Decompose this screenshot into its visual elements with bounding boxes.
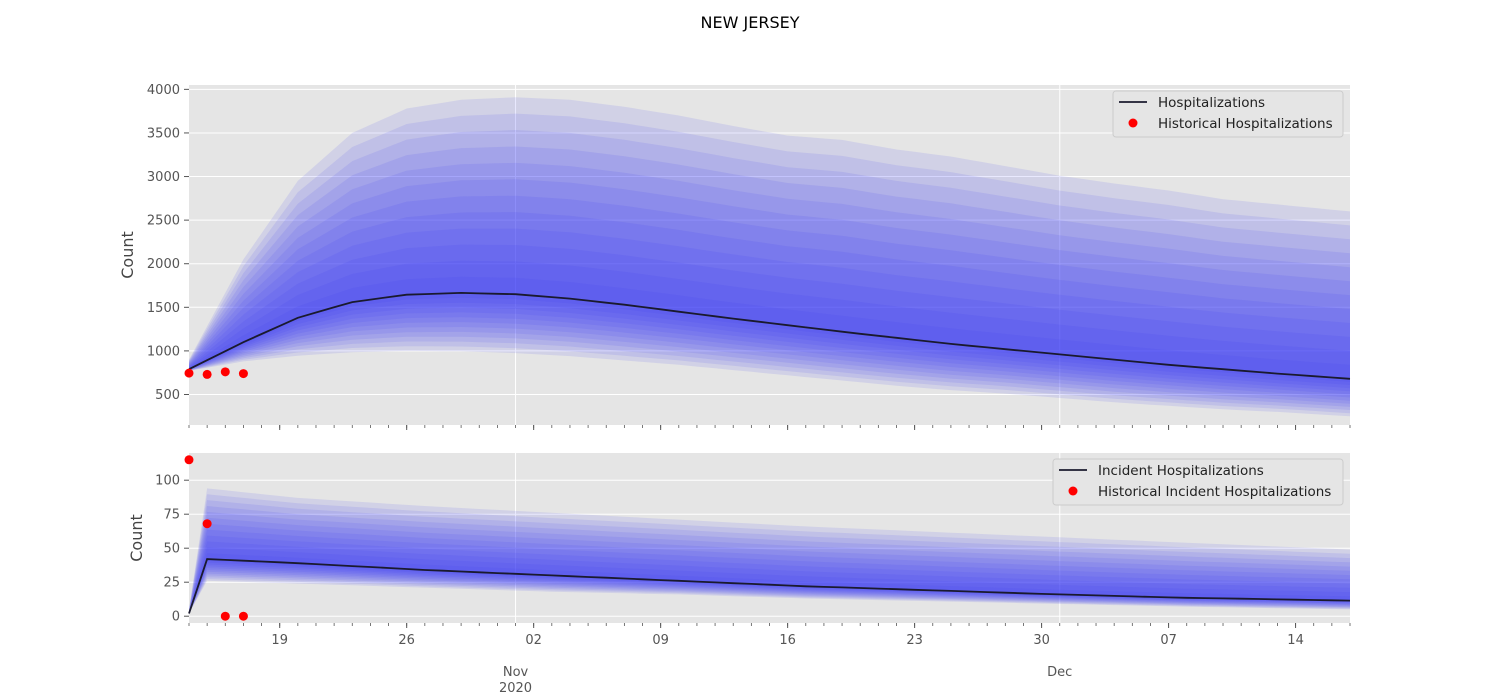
median-line [188, 558, 1351, 614]
uncertainty-band [189, 494, 1350, 614]
uncertainty-band [189, 130, 1350, 410]
y-tick-label: 3000 [147, 170, 180, 185]
historical-point [184, 455, 194, 465]
legend-entry-median: Hospitalizations [1158, 95, 1265, 111]
x-month-label: Dec [1047, 665, 1072, 680]
y-tick-label: 500 [155, 388, 180, 403]
uncertainty-band [189, 541, 1350, 614]
uncertainty-band [189, 511, 1350, 614]
y-tick-label: 4000 [147, 83, 180, 98]
historical-point [238, 369, 248, 379]
y-axis-label: Count [118, 231, 137, 279]
historical-point [220, 611, 230, 621]
y-tick-label: 75 [163, 508, 180, 523]
y-tick-label: 25 [163, 576, 180, 591]
uncertainty-band [189, 179, 1350, 401]
uncertainty-band [189, 506, 1350, 614]
legend-entry-median: Incident Hospitalizations [1098, 463, 1264, 479]
legend-point-swatch [1068, 486, 1078, 496]
incident-hospitalizations-panel: 0 25 50 75 100 Count Incident Hospitalizations… [127, 453, 1351, 628]
uncertainty-band [189, 228, 1350, 392]
uncertainty-band [189, 212, 1350, 395]
x-tick-label: 02 [525, 633, 542, 648]
uncertainty-band [189, 553, 1350, 614]
chart-title: NEW JERSEY [701, 13, 800, 32]
y-tick-label: 2000 [147, 257, 180, 272]
historical-point [238, 611, 248, 621]
x-tick-label: 26 [398, 633, 415, 648]
plot-background [189, 85, 1350, 425]
y-axis-label: Count [127, 514, 146, 562]
x-month-label: Nov [503, 665, 529, 680]
legend-point-swatch [1128, 118, 1138, 128]
uncertainty-band [189, 517, 1350, 614]
x-tick-label: 19 [271, 633, 288, 648]
uncertainty-band [189, 195, 1350, 398]
uncertainty-band [189, 113, 1350, 414]
y-tick-label: 100 [155, 474, 180, 489]
legend-entry-historical: Historical Hospitalizations [1158, 116, 1333, 132]
y-tick-label: 1000 [147, 344, 180, 359]
uncertainty-band [189, 162, 1350, 404]
x-tick-label: 30 [1033, 633, 1050, 648]
x-year-label: 2020 [499, 681, 532, 696]
y-tick-label: 50 [163, 542, 180, 557]
uncertainty-band [189, 488, 1350, 614]
legend: Hospitalizations Historical Hospitalizati… [1112, 90, 1344, 138]
uncertainty-band [189, 244, 1350, 389]
legend-entry-historical: Historical Incident Hospitalizations [1098, 484, 1331, 500]
uncertainty-band [189, 97, 1350, 417]
hospitalizations-panel: 500 1000 1500 2000 2500 3000 3500 4000 Count Hosp… [118, 83, 1351, 430]
uncertainty-band [189, 523, 1350, 614]
y-tick-label: 1500 [147, 301, 180, 316]
median-line [188, 291, 1351, 380]
uncertainty-band [189, 529, 1350, 614]
x-tick-label: 07 [1160, 633, 1177, 648]
x-tick-label: 16 [779, 633, 796, 648]
historical-point [184, 368, 194, 378]
uncertainty-band [189, 276, 1350, 382]
historical-point [202, 369, 212, 379]
legend-box [1052, 458, 1344, 506]
historical-point [220, 367, 230, 377]
uncertainty-band [189, 547, 1350, 614]
x-tick-label: 14 [1287, 633, 1304, 648]
x-tick-label: 09 [652, 633, 669, 648]
uncertainty-band [189, 500, 1350, 614]
y-tick-label: 0 [172, 610, 180, 625]
y-tick-label: 3500 [147, 126, 180, 141]
legend-box [1112, 90, 1344, 138]
uncertainty-band [189, 146, 1350, 407]
x-tick-label: 23 [906, 633, 923, 648]
y-tick-label: 2500 [147, 214, 180, 229]
historical-point [202, 519, 212, 529]
legend: Incident Hospitalizations Historical Inci… [1052, 458, 1344, 506]
